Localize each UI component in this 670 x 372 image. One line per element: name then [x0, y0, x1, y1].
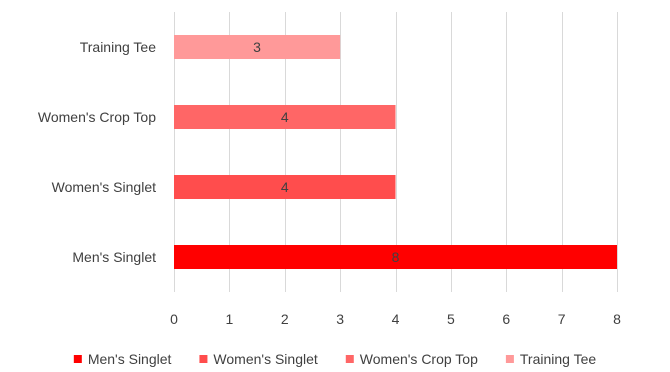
x-tick-label: 0 — [170, 311, 178, 327]
x-tick-label: 1 — [225, 311, 233, 327]
legend: Men's Singlet Women's Singlet Women's Crop… — [73, 351, 596, 367]
x-tick-label: 8 — [613, 311, 621, 327]
x-tick-label: 5 — [447, 311, 455, 327]
legend-swatch — [505, 355, 514, 363]
bar-training-tee — [174, 35, 341, 59]
x-tick-label: 6 — [502, 311, 510, 327]
legend-swatch — [345, 355, 354, 363]
x-tick-label: 4 — [392, 311, 400, 327]
category-label: Training Tee — [80, 39, 156, 55]
category-label: Women's Singlet — [52, 179, 156, 195]
data-label: 4 — [281, 179, 289, 195]
x-axis-ticks: 0 1 2 3 4 5 6 7 8 — [170, 311, 621, 327]
bars — [174, 35, 617, 269]
legend-label: Training Tee — [520, 351, 596, 367]
legend-swatch — [199, 355, 208, 363]
legend-label: Women's Crop Top — [360, 351, 478, 367]
bar-men-s-singlet — [174, 245, 617, 269]
data-label: 4 — [281, 109, 289, 125]
x-tick-label: 3 — [336, 311, 344, 327]
bar-women-s-crop-top — [174, 105, 396, 129]
data-labels: 8 4 4 3 — [253, 39, 399, 265]
legend-label: Men's Singlet — [88, 351, 172, 367]
legend-swatch — [73, 355, 82, 363]
data-label: 3 — [253, 39, 261, 55]
x-tick-label: 7 — [558, 311, 566, 327]
bar-women-s-singlet — [174, 175, 396, 199]
category-labels: Men's Singlet Women's Singlet Women's Crop… — [38, 39, 156, 265]
data-label: 8 — [392, 249, 400, 265]
category-label: Men's Singlet — [72, 249, 156, 265]
category-label: Women's Crop Top — [38, 109, 156, 125]
legend-label: Women's Singlet — [213, 351, 317, 367]
x-tick-label: 2 — [281, 311, 289, 327]
